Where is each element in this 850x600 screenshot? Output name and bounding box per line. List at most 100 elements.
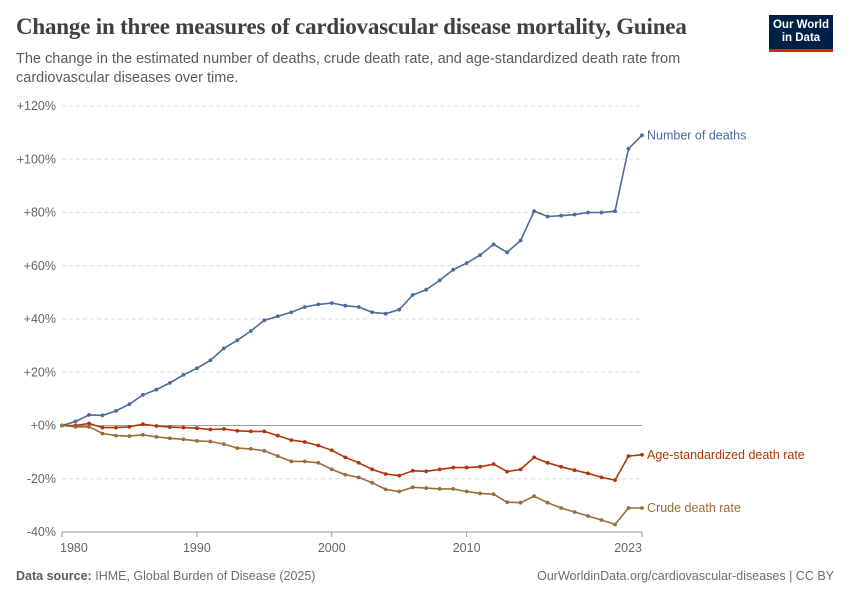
data-point-crude-death-rate[interactable]	[356, 475, 361, 480]
data-point-age-standardized-death-rate[interactable]	[410, 468, 415, 473]
data-point-age-standardized-death-rate[interactable]	[640, 452, 644, 457]
data-point-age-standardized-death-rate[interactable]	[87, 421, 91, 426]
data-point-age-standardized-death-rate[interactable]	[181, 425, 186, 430]
data-point-age-standardized-death-rate[interactable]	[302, 440, 307, 444]
data-point-age-standardized-death-rate[interactable]	[141, 422, 145, 427]
data-point-crude-death-rate[interactable]	[60, 423, 64, 428]
data-point-age-standardized-death-rate[interactable]	[208, 427, 213, 432]
data-point-age-standardized-death-rate[interactable]	[559, 464, 563, 469]
data-point-number-of-deaths[interactable]	[424, 287, 429, 292]
data-point-crude-death-rate[interactable]	[626, 506, 631, 510]
data-point-number-of-deaths[interactable]	[586, 210, 590, 215]
data-point-number-of-deaths[interactable]	[222, 346, 226, 351]
data-point-number-of-deaths[interactable]	[316, 302, 321, 307]
data-point-age-standardized-death-rate[interactable]	[572, 468, 577, 473]
data-point-age-standardized-death-rate[interactable]	[478, 464, 482, 469]
data-point-crude-death-rate[interactable]	[248, 447, 253, 451]
data-point-age-standardized-death-rate[interactable]	[329, 448, 334, 453]
data-point-crude-death-rate[interactable]	[383, 487, 388, 492]
data-point-age-standardized-death-rate[interactable]	[370, 467, 375, 472]
url-license[interactable]: OurWorldinData.org/cardiovascular-diseas…	[537, 569, 834, 583]
data-point-number-of-deaths[interactable]	[545, 214, 550, 219]
data-point-crude-death-rate[interactable]	[208, 439, 213, 444]
data-point-age-standardized-death-rate[interactable]	[275, 433, 280, 438]
data-point-crude-death-rate[interactable]	[451, 487, 456, 491]
data-point-crude-death-rate[interactable]	[370, 480, 375, 485]
data-point-number-of-deaths[interactable]	[505, 250, 509, 255]
data-point-age-standardized-death-rate[interactable]	[127, 424, 132, 429]
data-point-number-of-deaths[interactable]	[208, 358, 213, 363]
data-point-age-standardized-death-rate[interactable]	[599, 475, 604, 480]
data-point-crude-death-rate[interactable]	[532, 494, 536, 498]
data-point-age-standardized-death-rate[interactable]	[248, 429, 253, 434]
data-point-crude-death-rate[interactable]	[302, 459, 307, 464]
data-point-age-standardized-death-rate[interactable]	[613, 478, 617, 482]
data-point-age-standardized-death-rate[interactable]	[356, 460, 361, 465]
data-point-number-of-deaths[interactable]	[383, 311, 388, 316]
data-point-number-of-deaths[interactable]	[559, 213, 563, 218]
data-point-age-standardized-death-rate[interactable]	[505, 469, 509, 474]
data-point-age-standardized-death-rate[interactable]	[545, 460, 550, 465]
data-point-crude-death-rate[interactable]	[343, 472, 348, 477]
data-point-number-of-deaths[interactable]	[397, 307, 402, 312]
data-point-age-standardized-death-rate[interactable]	[451, 465, 456, 470]
data-point-age-standardized-death-rate[interactable]	[154, 424, 159, 428]
data-point-crude-death-rate[interactable]	[316, 460, 321, 465]
data-point-crude-death-rate[interactable]	[545, 500, 550, 505]
data-point-crude-death-rate[interactable]	[397, 489, 402, 494]
data-point-crude-death-rate[interactable]	[424, 486, 429, 490]
data-point-crude-death-rate[interactable]	[289, 459, 294, 464]
data-point-crude-death-rate[interactable]	[181, 437, 186, 442]
data-point-crude-death-rate[interactable]	[154, 435, 159, 439]
data-point-crude-death-rate[interactable]	[329, 467, 334, 472]
owid-logo[interactable]: Our World in Data	[769, 15, 833, 52]
data-point-age-standardized-death-rate[interactable]	[532, 455, 536, 460]
data-point-crude-death-rate[interactable]	[235, 446, 240, 450]
data-point-number-of-deaths[interactable]	[73, 419, 78, 424]
data-point-age-standardized-death-rate[interactable]	[626, 454, 631, 458]
data-point-age-standardized-death-rate[interactable]	[195, 426, 199, 431]
data-point-crude-death-rate[interactable]	[100, 431, 105, 436]
data-point-age-standardized-death-rate[interactable]	[586, 471, 590, 476]
data-point-number-of-deaths[interactable]	[572, 212, 577, 217]
data-point-crude-death-rate[interactable]	[410, 485, 415, 490]
data-point-crude-death-rate[interactable]	[437, 487, 442, 491]
data-point-age-standardized-death-rate[interactable]	[114, 425, 118, 430]
data-point-number-of-deaths[interactable]	[478, 253, 482, 257]
data-point-crude-death-rate[interactable]	[262, 448, 267, 453]
data-point-age-standardized-death-rate[interactable]	[222, 427, 226, 431]
data-point-number-of-deaths[interactable]	[370, 310, 375, 315]
data-point-number-of-deaths[interactable]	[235, 338, 240, 343]
data-point-number-of-deaths[interactable]	[302, 305, 307, 309]
data-point-number-of-deaths[interactable]	[532, 209, 536, 214]
data-point-age-standardized-death-rate[interactable]	[424, 469, 429, 474]
data-point-age-standardized-death-rate[interactable]	[491, 462, 496, 466]
data-point-age-standardized-death-rate[interactable]	[464, 465, 469, 470]
series-line-age-standardized-death-rate[interactable]	[62, 422, 643, 481]
data-point-crude-death-rate[interactable]	[168, 436, 172, 441]
data-point-age-standardized-death-rate[interactable]	[316, 443, 321, 448]
data-point-crude-death-rate[interactable]	[505, 500, 509, 505]
data-point-crude-death-rate[interactable]	[640, 506, 644, 510]
data-point-number-of-deaths[interactable]	[248, 329, 253, 333]
data-point-number-of-deaths[interactable]	[329, 301, 334, 305]
data-point-crude-death-rate[interactable]	[87, 424, 91, 429]
data-point-number-of-deaths[interactable]	[451, 267, 456, 272]
data-point-number-of-deaths[interactable]	[518, 238, 523, 243]
data-point-number-of-deaths[interactable]	[599, 210, 604, 215]
data-point-crude-death-rate[interactable]	[586, 514, 590, 518]
data-point-crude-death-rate[interactable]	[599, 518, 604, 522]
data-point-age-standardized-death-rate[interactable]	[343, 455, 348, 460]
data-point-number-of-deaths[interactable]	[491, 242, 496, 247]
data-point-number-of-deaths[interactable]	[626, 146, 631, 151]
data-point-crude-death-rate[interactable]	[478, 491, 482, 496]
data-point-number-of-deaths[interactable]	[262, 318, 267, 323]
data-point-crude-death-rate[interactable]	[275, 454, 280, 458]
data-point-crude-death-rate[interactable]	[572, 510, 577, 514]
data-point-crude-death-rate[interactable]	[222, 442, 226, 446]
data-point-crude-death-rate[interactable]	[518, 500, 523, 505]
data-point-number-of-deaths[interactable]	[181, 373, 186, 377]
data-point-number-of-deaths[interactable]	[100, 413, 105, 418]
data-point-number-of-deaths[interactable]	[289, 310, 294, 315]
data-point-number-of-deaths[interactable]	[437, 278, 442, 283]
